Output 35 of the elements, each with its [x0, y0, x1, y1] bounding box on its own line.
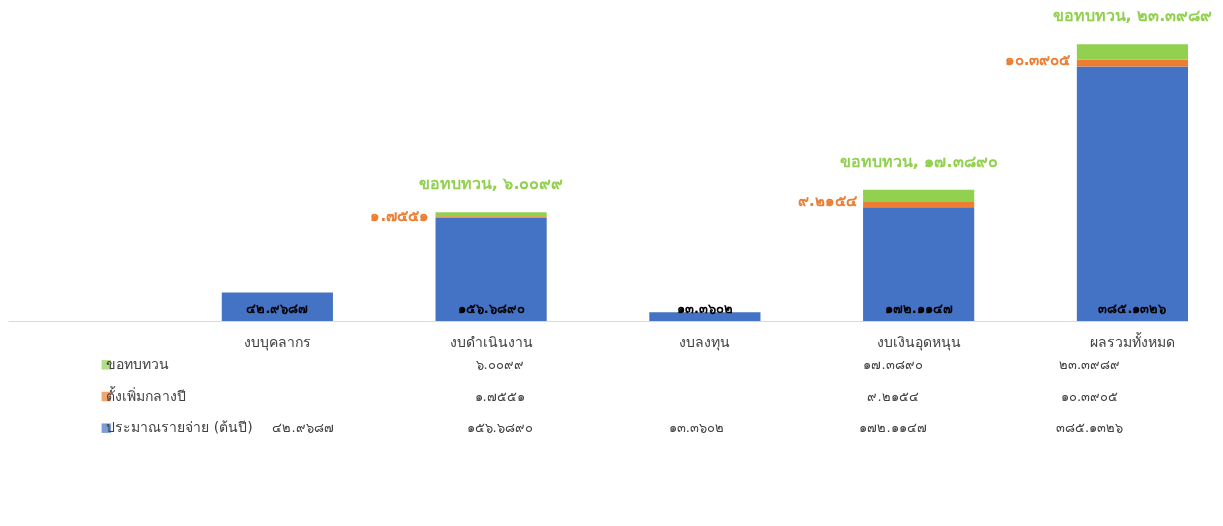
data-label: ๑๗๒.๑๑๔๗ [859, 420, 927, 436]
x-tick-label: ผลรวมทั้งหมด [1089, 331, 1175, 350]
bar [863, 189, 975, 202]
data-label: ๙.๒๑๕๔ [867, 388, 919, 404]
data-label: ๑๗.๓๘๙๐ [863, 356, 923, 372]
text: ๑.๗๕๕๑ [370, 207, 430, 226]
annotation: ขอทบทวน, ๑๗.๓๘๙๐ [839, 151, 998, 171]
bar [435, 212, 547, 217]
data-label: ๑๓.๓๖๐๒ [668, 420, 724, 436]
bar [1076, 59, 1188, 67]
text: ๓๘๕.๑๓๒๖ [1098, 301, 1167, 316]
annotation: ขอทบทวน, ๖.๐๐๙๙ [418, 174, 564, 194]
text: ๑๐.๓๙๐๕ [1004, 50, 1071, 69]
x-tick-label: งบบุคลากร [243, 333, 311, 351]
text: ๑๕๖.๖๘๙๐ [457, 301, 525, 316]
bar [863, 201, 975, 208]
bar [863, 207, 975, 321]
text: ๙.๒๑๕๔ [797, 192, 857, 211]
bar [435, 217, 547, 321]
data-label: ๒๓.๓๙๘๙ [1059, 356, 1121, 372]
bar [1076, 66, 1188, 321]
data-label: ๑๕๖.๖๘๙๐ [466, 420, 533, 436]
x-tick-label: งบดำเนินงาน [449, 333, 533, 350]
data-label: ๓๘๕.๑๓๒๖ [1056, 420, 1124, 436]
text: ๑๗๒.๑๑๔๗ [884, 301, 953, 316]
annotation: ขอทบทวน, ๒๓.๓๙๘๙ [1052, 6, 1213, 26]
x-tick-label: งบลงทุน [679, 333, 731, 351]
x-tick-label: งบเงินอุดหนุน [876, 333, 961, 351]
data-label: ๑๐.๓๙๐๕ [1061, 388, 1119, 404]
bar [1076, 44, 1188, 60]
text: ๑๓.๓๖๐๒ [676, 301, 733, 316]
text: ๔๒.๙๖๘๗ [246, 301, 309, 316]
data-label: ๑.๗๕๕๑ [474, 388, 525, 404]
data-label: ๔๒.๙๖๘๗ [272, 420, 334, 436]
data-label: ๖.๐๐๙๙ [475, 356, 524, 372]
